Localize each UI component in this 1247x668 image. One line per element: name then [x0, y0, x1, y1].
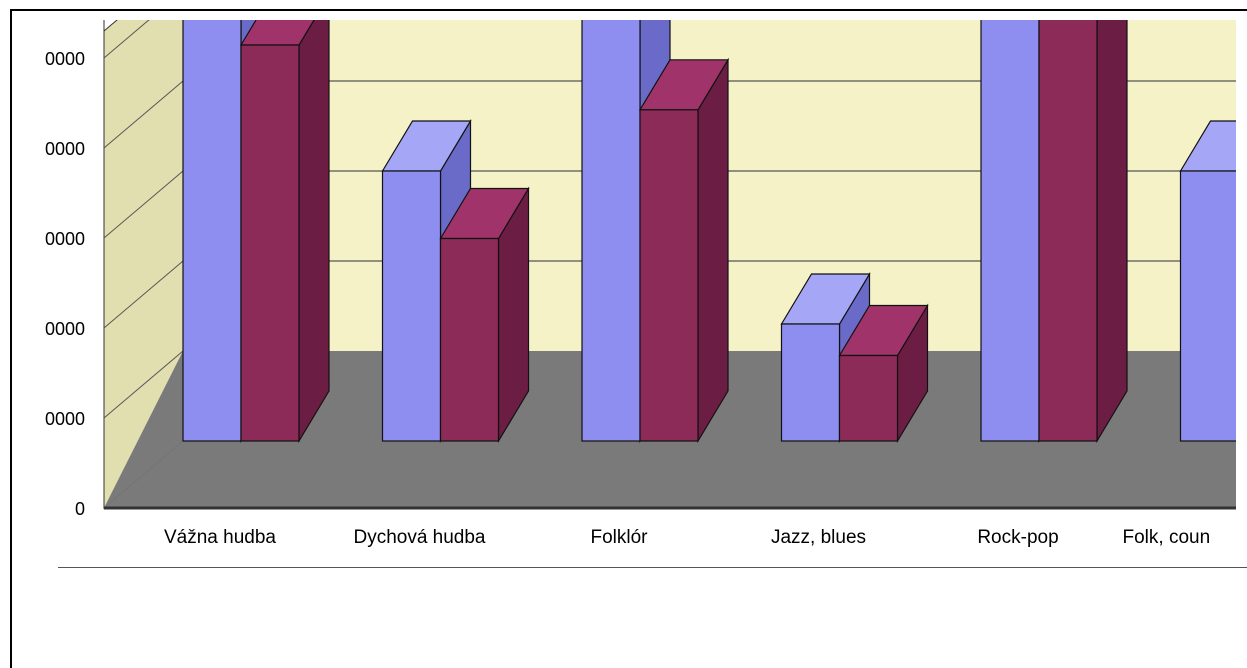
gridline-side — [103, 20, 150, 59]
bar-1-5 — [1179, 120, 1247, 442]
bar-front — [240, 44, 300, 442]
y-tick-label: 0000 — [45, 319, 85, 339]
bar-front — [581, 20, 641, 442]
gridline-side — [103, 260, 184, 329]
x-tick-label: Rock-pop — [977, 527, 1058, 548]
bar-front — [838, 354, 899, 442]
floor-side — [104, 351, 183, 508]
bar-side — [697, 57, 729, 444]
bar-2-3 — [838, 303, 929, 444]
bar-front — [639, 109, 699, 442]
gridline-side — [103, 80, 184, 149]
gridline-side — [103, 350, 184, 419]
bar-side — [1239, 121, 1247, 441]
bar-2-2 — [638, 57, 730, 444]
y-tick-label: 0000 — [45, 49, 85, 69]
separator-line — [58, 567, 1247, 568]
y-tick-label: 0000 — [45, 139, 85, 159]
y-tick-label: 0000 — [45, 229, 85, 249]
bar-front — [1038, 20, 1098, 442]
x-tick-label: Vážna hudba — [164, 527, 276, 548]
x-tick-label: Dychová hudba — [353, 527, 485, 548]
y-tick-label: 0 — [75, 499, 85, 519]
bar-front — [182, 20, 242, 442]
gridline-side — [103, 170, 184, 239]
bar-side — [1096, 20, 1128, 444]
bar-2-0 — [239, 20, 330, 444]
bar-2-1 — [439, 186, 530, 444]
bar-front — [1179, 170, 1236, 442]
chart-frame — [10, 9, 1247, 668]
bar-side — [298, 20, 330, 444]
bar-front — [780, 323, 841, 442]
bar-2-4 — [1038, 20, 1128, 444]
x-tick-label: Folklór — [590, 527, 648, 548]
x-tick-label: Jazz, blues — [771, 527, 866, 548]
bar-front — [381, 170, 442, 442]
bar-front — [439, 237, 500, 442]
x-tick-label: Folk, coun — [1123, 527, 1211, 548]
y-tick-label: 0000 — [45, 409, 85, 429]
bar-front — [980, 20, 1040, 442]
